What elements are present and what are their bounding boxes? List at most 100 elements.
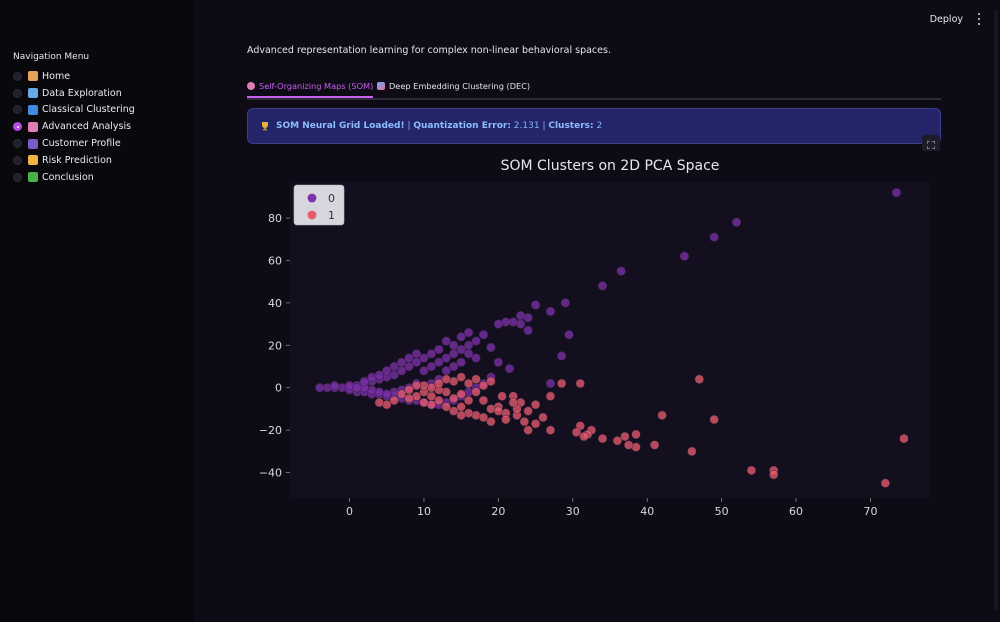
data-point-cluster-1: [620, 431, 630, 442]
warning-icon: [28, 155, 38, 166]
data-point-cluster-0: [419, 366, 429, 376]
nav-menu-title: Navigation Menu: [13, 52, 90, 62]
data-point-cluster-0: [891, 187, 902, 198]
tab-bar: Self-Organizing Maps (SOM) Deep Embeddin…: [247, 76, 941, 100]
data-point-cluster-1: [597, 433, 608, 444]
radio-button[interactable]: [13, 139, 22, 149]
sidebar-item-conclusion[interactable]: Conclusion: [13, 169, 135, 186]
data-point-cluster-0: [344, 380, 355, 391]
sidebar-item-label: Risk Prediction: [42, 154, 112, 166]
data-point-cluster-1: [441, 402, 451, 412]
tab-dec[interactable]: Deep Embedding Clustering (DEC): [377, 76, 530, 96]
banner-clusters-label: Clusters:: [548, 121, 594, 131]
sidebar-item-home[interactable]: Home: [13, 68, 135, 85]
data-point-cluster-1: [575, 378, 585, 389]
banner-sep-1: |: [404, 121, 414, 131]
data-point-cluster-1: [478, 412, 489, 423]
radio-button[interactable]: [13, 122, 22, 132]
data-point-cluster-1: [709, 414, 719, 425]
nav-list: Home Data Exploration Classical Clustering…: [13, 68, 135, 186]
banner-sep-2: |: [539, 121, 549, 131]
circle-icon: [28, 104, 38, 115]
radio-button[interactable]: [13, 88, 22, 98]
x-tick-label: 40: [640, 505, 654, 518]
data-point-cluster-0: [545, 306, 556, 317]
data-point-cluster-0: [419, 353, 429, 363]
fullscreen-button[interactable]: [922, 135, 940, 151]
data-point-cluster-0: [523, 313, 533, 323]
data-point-cluster-1: [657, 410, 667, 420]
data-point-cluster-1: [501, 414, 511, 425]
data-point-cluster-0: [478, 330, 489, 340]
data-point-cluster-1: [899, 433, 909, 444]
data-point-cluster-0: [471, 336, 481, 346]
radio-button[interactable]: [13, 71, 22, 81]
deploy-button[interactable]: Deploy: [929, 14, 963, 25]
data-point-cluster-0: [441, 336, 451, 346]
data-point-cluster-0: [396, 357, 407, 367]
data-point-cluster-1: [493, 406, 504, 416]
trophy-icon: [260, 121, 270, 131]
data-point-cluster-1: [538, 412, 548, 423]
data-point-cluster-1: [471, 374, 481, 384]
sidebar-item-label: Customer Profile: [42, 138, 121, 150]
data-point-cluster-1: [650, 440, 660, 450]
data-point-cluster-0: [449, 349, 459, 359]
sidebar-item-customer-profile[interactable]: Customer Profile: [13, 135, 135, 152]
data-point-cluster-1: [449, 406, 459, 416]
data-point-cluster-0: [389, 361, 399, 372]
data-point-cluster-1: [463, 395, 474, 406]
data-point-cluster-0: [315, 383, 325, 393]
main-content: Deploy Advanced representation learning …: [194, 0, 1000, 622]
sidebar-item-risk-prediction[interactable]: Risk Prediction: [13, 152, 135, 169]
data-point-cluster-1: [478, 380, 489, 391]
data-point-cluster-0: [523, 325, 533, 336]
data-point-cluster-0: [374, 370, 384, 380]
x-tick-label: 20: [491, 505, 505, 518]
data-point-cluster-1: [441, 374, 451, 384]
data-point-cluster-0: [359, 376, 370, 387]
data-point-cluster-0: [471, 353, 481, 363]
y-tick-label: 80: [268, 212, 282, 225]
data-point-cluster-1: [623, 440, 634, 450]
data-point-cluster-0: [556, 351, 567, 361]
status-banner: SOM Neural Grid Loaded! | Quantization E…: [247, 108, 941, 144]
x-tick-label: 70: [863, 505, 877, 518]
data-point-cluster-1: [545, 391, 556, 401]
more-options-icon[interactable]: [974, 12, 984, 26]
radio-button[interactable]: [13, 172, 22, 182]
y-tick-label: −40: [259, 467, 282, 480]
data-point-cluster-1: [478, 395, 489, 406]
legend-label: 1: [328, 209, 335, 222]
bar-chart-icon: [28, 88, 38, 99]
legend-marker: [307, 210, 317, 220]
data-point-cluster-0: [330, 380, 340, 391]
data-point-cluster-1: [508, 397, 518, 408]
data-point-cluster-0: [493, 319, 504, 329]
radio-button[interactable]: [13, 105, 22, 115]
sidebar-item-label: Classical Clustering: [42, 104, 135, 116]
sidebar-item-label: Advanced Analysis: [42, 121, 132, 133]
data-point-cluster-1: [746, 465, 757, 476]
data-point-cluster-1: [769, 470, 779, 480]
sidebar-item-advanced-analysis[interactable]: Advanced Analysis: [13, 118, 135, 135]
banner-prefix: SOM Neural Grid Loaded!: [276, 121, 405, 131]
sidebar-item-data-exploration[interactable]: Data Exploration: [13, 85, 135, 102]
data-point-cluster-0: [463, 349, 474, 359]
data-point-cluster-0: [463, 340, 474, 350]
tab-som[interactable]: Self-Organizing Maps (SOM): [247, 76, 374, 98]
radio-button[interactable]: [13, 155, 22, 165]
person-icon: [28, 138, 38, 149]
sidebar-item-classical-clustering[interactable]: Classical Clustering: [13, 102, 135, 119]
data-point-cluster-1: [449, 393, 459, 403]
data-point-cluster-0: [411, 349, 422, 359]
data-point-cluster-0: [516, 319, 526, 329]
tab-som-label: Self-Organizing Maps (SOM): [259, 81, 374, 91]
data-point-cluster-1: [389, 395, 399, 406]
y-tick-label: 20: [268, 339, 282, 352]
data-point-cluster-1: [530, 419, 541, 429]
scrollbar[interactable]: [994, 10, 998, 610]
data-point-cluster-1: [404, 385, 414, 395]
check-icon: [28, 172, 38, 183]
